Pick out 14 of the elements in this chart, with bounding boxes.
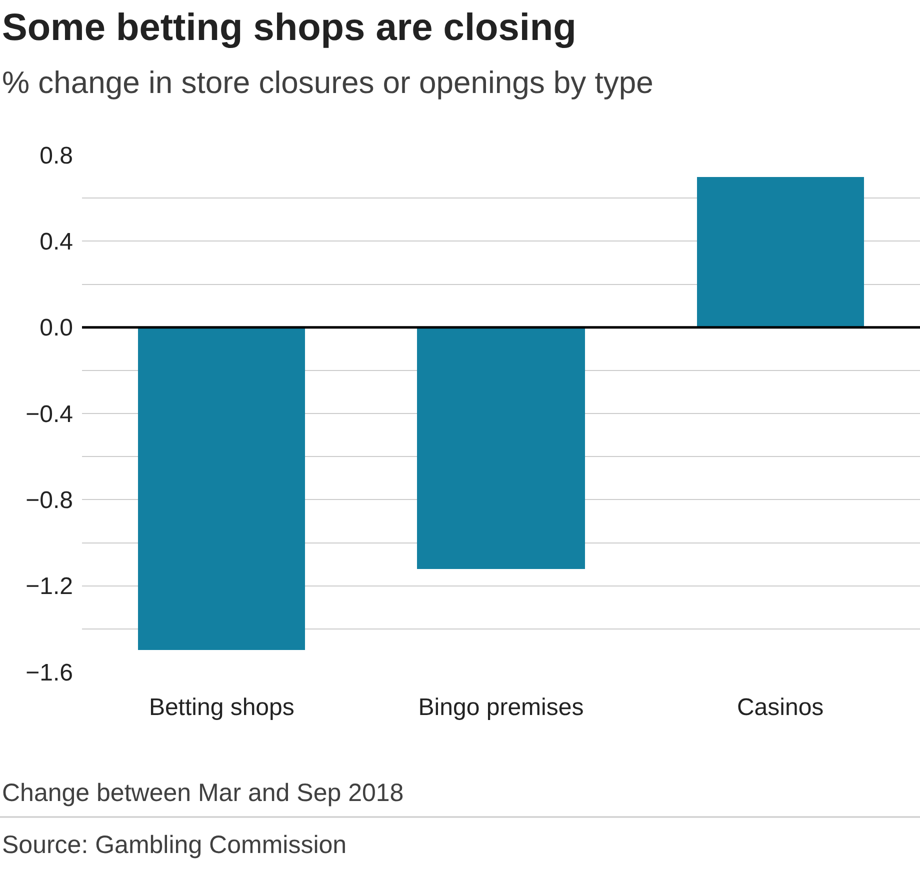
y-tick-label: −0.4 [26,400,73,428]
source-note: Source: Gambling Commission [2,831,347,859]
y-tick-label: −0.8 [26,487,73,514]
chart-subtitle: % change in store closures or openings by type [2,65,654,100]
x-tick-label: Bingo premises [418,694,584,721]
text: Change between Mar and Sep 2018 [2,779,404,807]
y-tick-label: −1.2 [26,573,73,600]
x-tick-label: Casinos [736,694,824,721]
x-tick-label: Betting shops [148,694,294,721]
y-tick-label: 0.8 [40,142,73,170]
chart-title: Some betting shops are closing [2,7,576,49]
y-tick-label: −1.6 [26,659,73,686]
y-tick-label: 0.0 [40,314,73,342]
y-tick-label: 0.4 [40,228,73,256]
